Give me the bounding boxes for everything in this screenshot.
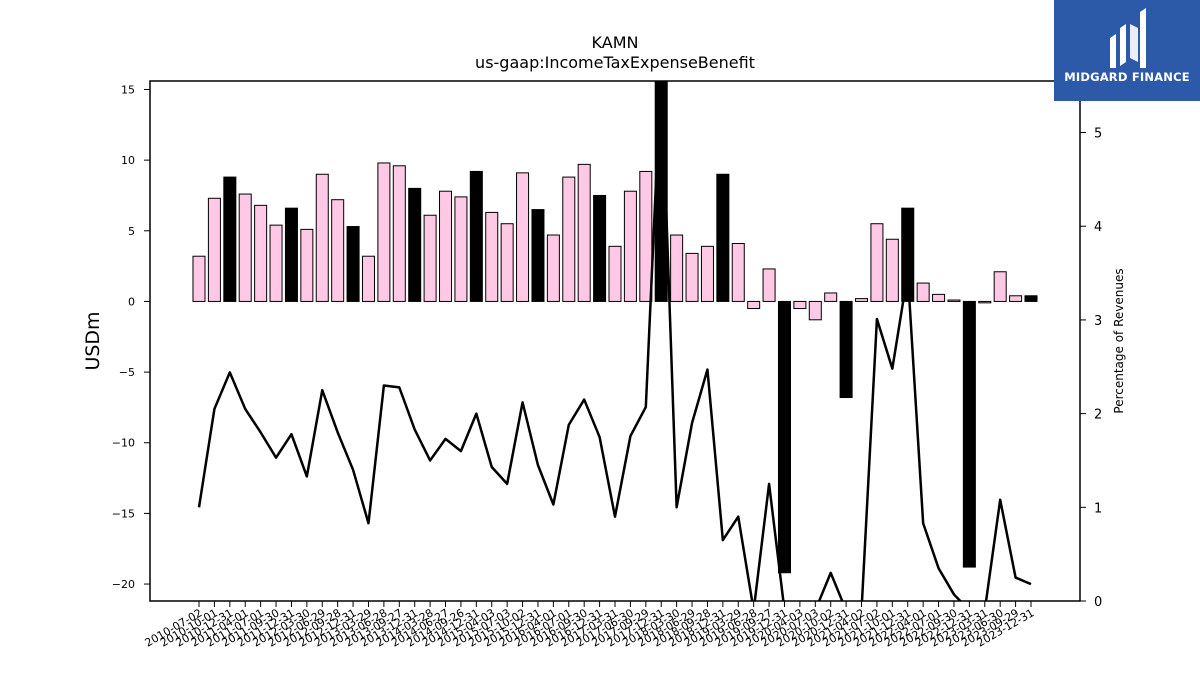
- bar-2019-03-29: [731, 243, 745, 302]
- bar-2017-09-29: [639, 170, 653, 302]
- logo-mark-icon: [1110, 8, 1146, 68]
- bar-2021-04-02: [855, 298, 869, 302]
- bar-2014-03-28: [423, 214, 437, 302]
- y-tick-label: −5: [119, 366, 135, 379]
- bars-layer: [192, 81, 1038, 574]
- bar-2012-06-29: [315, 173, 329, 302]
- x-axis-ticks: 2010-07-022010-10-012010-12-312011-04-01…: [143, 601, 1037, 650]
- logo-text: MIDGARD FINANCE: [1064, 70, 1190, 84]
- bar-2010-10-01: [207, 197, 221, 302]
- bar-2020-07-03: [808, 300, 822, 321]
- bar-2018-03-30: [670, 234, 684, 302]
- bar-2022-07-01: [932, 293, 946, 302]
- y-tick-label: 15: [121, 83, 135, 96]
- bar-2016-09-30: [577, 163, 591, 302]
- bar-2011-04-01: [238, 193, 252, 302]
- bar-2022-09-30: [947, 299, 961, 302]
- bar-2017-03-31: [608, 245, 622, 302]
- bar-2021-07-02: [870, 223, 884, 302]
- y-tick-label: 0: [128, 295, 135, 308]
- y2-tick-label: 5: [1094, 127, 1102, 142]
- bar-2010-12-31: [223, 176, 237, 302]
- bar-2013-09-27: [392, 165, 406, 302]
- bar-2018-06-29: [685, 252, 699, 302]
- y2-axis-ticks: 0 1 2 3 4 5: [1080, 127, 1102, 610]
- bar-2011-12-31: [284, 207, 298, 302]
- y2-tick-label: 2: [1094, 408, 1102, 423]
- chart-subtitle: us-gaap:IncomeTaxExpenseBenefit: [475, 53, 755, 72]
- bar-2018-12-31: [716, 173, 730, 302]
- bar-2020-12-31: [839, 300, 853, 399]
- bar-2023-12-31: [1024, 295, 1038, 302]
- bar-2013-06-28: [377, 162, 391, 302]
- bar-2019-09-27: [762, 268, 776, 302]
- bar-2013-03-29: [361, 255, 375, 302]
- y-tick-label: −15: [112, 507, 135, 520]
- bar-2019-12-31: [777, 300, 791, 574]
- bar-2021-10-01: [885, 238, 899, 302]
- bar-2019-06-28: [747, 300, 761, 309]
- bar-2022-12-31: [962, 300, 976, 568]
- bar-2021-12-31: [901, 207, 915, 302]
- bar-2014-12-31: [469, 170, 483, 302]
- y-tick-label: 10: [121, 154, 135, 167]
- bar-2011-09-30: [269, 224, 283, 302]
- y2-tick-label: 1: [1094, 501, 1102, 516]
- bar-2016-12-31: [593, 194, 607, 302]
- bar-2022-04-01: [916, 282, 930, 302]
- bar-2015-07-03: [500, 223, 514, 302]
- y-tick-label: −20: [112, 578, 135, 591]
- chart-title: KAMN: [592, 33, 639, 52]
- line-layer: [197, 81, 1032, 601]
- bar-2020-04-03: [793, 300, 807, 309]
- y-axis-ticks: −20 −15 −10 −5 0 5 10 15: [112, 83, 150, 591]
- bar-2012-09-28: [331, 199, 345, 302]
- y-axis-label: USDm: [82, 311, 104, 370]
- bar-2016-04-01: [546, 234, 560, 302]
- y2-tick-label: 4: [1094, 220, 1102, 235]
- bar-2015-12-31: [531, 209, 545, 302]
- bar-2023-09-29: [1009, 295, 1023, 302]
- y2-tick-label: 0: [1094, 595, 1102, 610]
- bar-2011-07-01: [254, 204, 268, 302]
- y-tick-label: 5: [128, 225, 135, 238]
- y2-axis-label: Percentage of Revenues: [1112, 268, 1126, 413]
- bar-2020-10-02: [824, 292, 838, 302]
- bar-2014-09-26: [454, 196, 468, 302]
- percentage-line: [197, 81, 1032, 601]
- bar-2014-06-27: [439, 190, 453, 302]
- y2-tick-label: 3: [1094, 314, 1102, 329]
- bar-2015-10-02: [516, 172, 530, 302]
- bar-2017-06-30: [623, 190, 637, 302]
- bar-2016-07-01: [562, 176, 576, 302]
- bar-2023-03-31: [978, 300, 992, 304]
- plot-frame: [149, 80, 1081, 602]
- bar-2013-12-31: [408, 187, 422, 302]
- brand-logo: MIDGARD FINANCE: [1054, 0, 1200, 101]
- bar-2010-07-02: [192, 255, 206, 302]
- bar-2012-03-30: [300, 228, 314, 302]
- bar-2012-12-31: [346, 226, 360, 302]
- bar-2018-09-28: [700, 245, 714, 302]
- y-tick-label: −10: [112, 437, 135, 450]
- bar-2015-04-03: [485, 211, 499, 302]
- bar-2023-06-30: [993, 271, 1007, 302]
